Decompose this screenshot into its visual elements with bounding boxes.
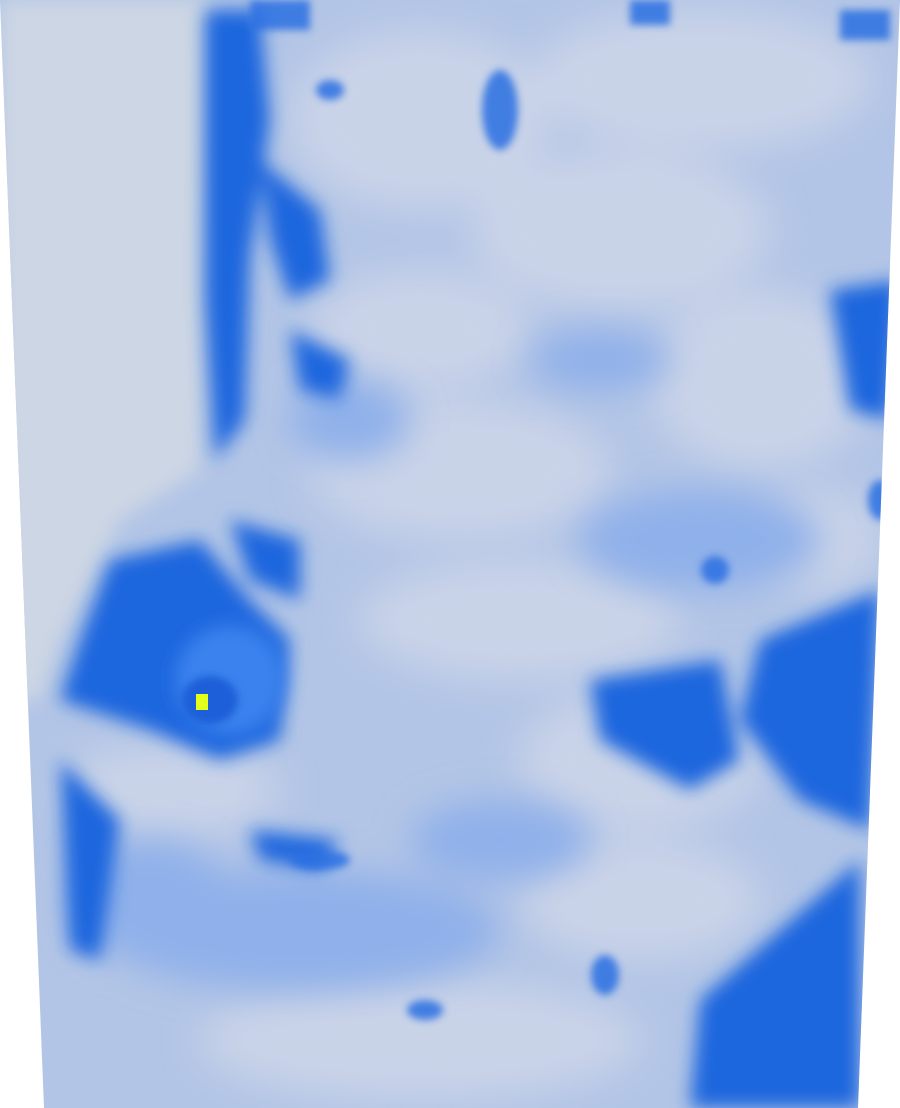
pale-left-region <box>0 0 210 700</box>
fine-streaks <box>250 0 892 1020</box>
core-region <box>175 625 285 735</box>
light-regions <box>60 10 880 1100</box>
hotspot-marker <box>196 694 208 710</box>
